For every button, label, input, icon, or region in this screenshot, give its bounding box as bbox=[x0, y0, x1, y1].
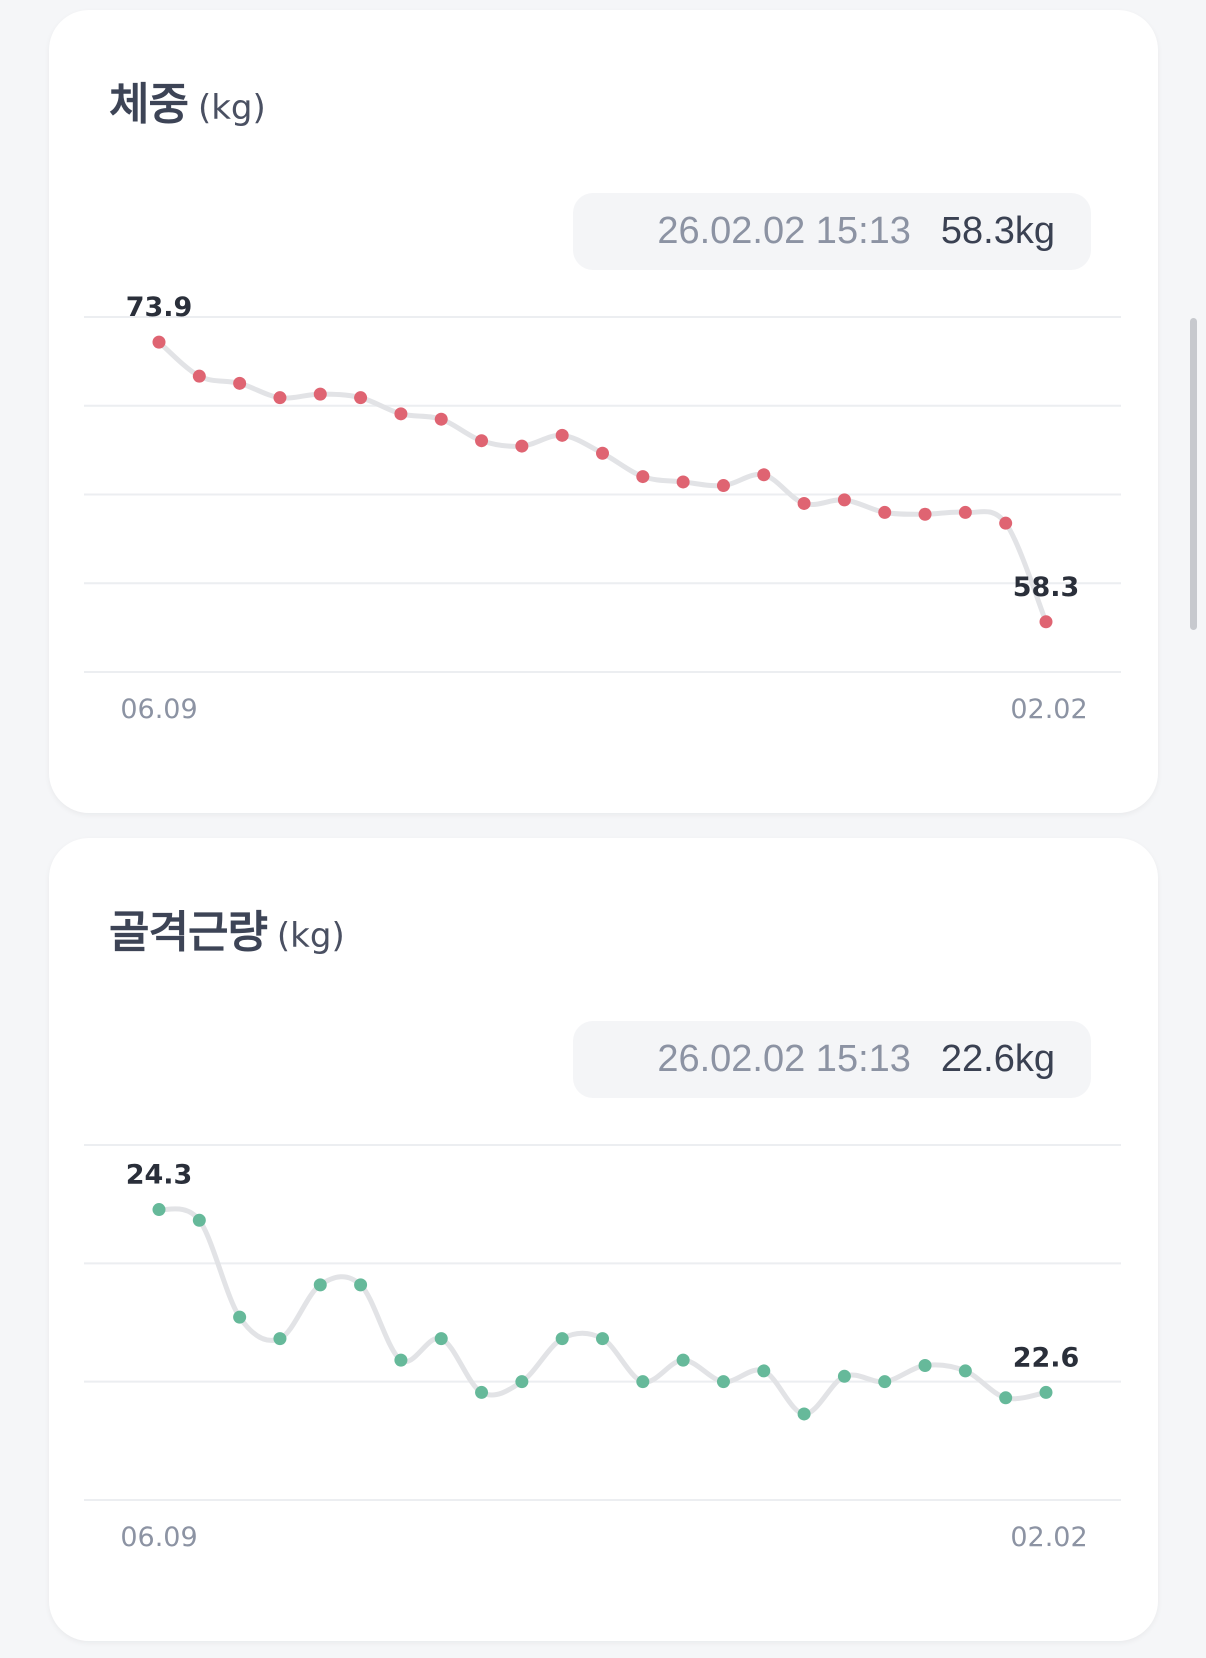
weight-title-text: 체중 bbox=[109, 79, 189, 130]
data-point bbox=[434, 1332, 448, 1346]
data-point bbox=[676, 1353, 690, 1367]
data-point bbox=[757, 468, 771, 482]
data-point bbox=[958, 1364, 972, 1378]
data-point bbox=[515, 1375, 529, 1389]
x-tick-label: 06.09 bbox=[120, 694, 197, 725]
muscle-title-unit: (kg) bbox=[276, 916, 345, 956]
data-point bbox=[515, 439, 529, 453]
data-point bbox=[192, 369, 206, 383]
data-point bbox=[555, 1332, 569, 1346]
data-point bbox=[918, 507, 932, 521]
data-point bbox=[192, 1213, 206, 1227]
end-value-label: 22.6 bbox=[1013, 1342, 1080, 1373]
data-point bbox=[797, 496, 811, 510]
data-point bbox=[999, 1391, 1013, 1405]
data-point bbox=[918, 1359, 932, 1373]
scrollbar[interactable] bbox=[1190, 318, 1197, 630]
series-line bbox=[156, 339, 1049, 625]
data-point bbox=[394, 1353, 408, 1367]
x-tick-label: 02.02 bbox=[1010, 1522, 1087, 1553]
muscle-readout: 26.02.02 15:13 22.6kg bbox=[573, 1021, 1091, 1098]
data-point bbox=[676, 475, 690, 489]
data-point bbox=[394, 407, 408, 421]
series-line bbox=[156, 1206, 1049, 1417]
weight-readout-date: 26.02.02 15:13 bbox=[657, 210, 911, 252]
data-point bbox=[434, 412, 448, 426]
data-point bbox=[354, 1278, 368, 1292]
weight-card[interactable]: 체중 (kg) 26.02.02 15:13 58.3kg 73.9 58.3 06… bbox=[49, 10, 1158, 813]
weight-chart[interactable]: 73.9 58.3 06.09 02.02 bbox=[49, 10, 1158, 813]
data-point bbox=[1039, 615, 1053, 629]
data-point bbox=[999, 516, 1013, 530]
data-point bbox=[313, 1278, 327, 1292]
data-point bbox=[716, 1375, 730, 1389]
data-point bbox=[313, 387, 327, 401]
data-point bbox=[837, 1369, 851, 1383]
data-point bbox=[273, 1332, 287, 1346]
x-tick-label: 02.02 bbox=[1010, 694, 1087, 725]
data-point bbox=[475, 1385, 489, 1399]
data-point bbox=[878, 505, 892, 519]
data-point bbox=[233, 1310, 247, 1324]
muscle-readout-date: 26.02.02 15:13 bbox=[657, 1038, 911, 1080]
data-point bbox=[475, 434, 489, 448]
muscle-chart[interactable]: 24.3 22.6 06.09 02.02 bbox=[49, 838, 1158, 1641]
weight-readout-value: 58.3kg bbox=[940, 210, 1055, 252]
muscle-title-text: 골격근량 bbox=[109, 907, 268, 958]
data-point bbox=[596, 1332, 609, 1346]
muscle-card[interactable]: 골격근량 (kg) 26.02.02 15:13 22.6kg 24.3 22.6… bbox=[49, 838, 1158, 1641]
data-point bbox=[152, 335, 166, 349]
data-point bbox=[1039, 1385, 1053, 1399]
data-point bbox=[596, 446, 609, 460]
data-point bbox=[555, 428, 569, 442]
data-point bbox=[757, 1364, 771, 1378]
data-point bbox=[636, 1375, 650, 1389]
weight-title: 체중 (kg) bbox=[109, 68, 266, 132]
muscle-readout-value: 22.6kg bbox=[940, 1038, 1055, 1080]
data-point bbox=[797, 1407, 811, 1421]
data-point bbox=[716, 479, 730, 493]
data-point bbox=[837, 493, 851, 507]
data-point bbox=[958, 505, 972, 519]
weight-title-unit: (kg) bbox=[197, 88, 266, 128]
end-value-label: 58.3 bbox=[1013, 572, 1080, 603]
data-point bbox=[152, 1203, 166, 1217]
start-value-label: 73.9 bbox=[126, 292, 193, 323]
data-point bbox=[636, 470, 650, 484]
data-point bbox=[233, 376, 247, 390]
data-point bbox=[273, 391, 287, 405]
start-value-label: 24.3 bbox=[126, 1160, 193, 1191]
x-tick-label: 06.09 bbox=[120, 1522, 197, 1553]
muscle-title: 골격근량 (kg) bbox=[109, 896, 345, 960]
data-point bbox=[354, 391, 368, 405]
data-point bbox=[878, 1375, 892, 1389]
weight-readout: 26.02.02 15:13 58.3kg bbox=[573, 193, 1091, 270]
